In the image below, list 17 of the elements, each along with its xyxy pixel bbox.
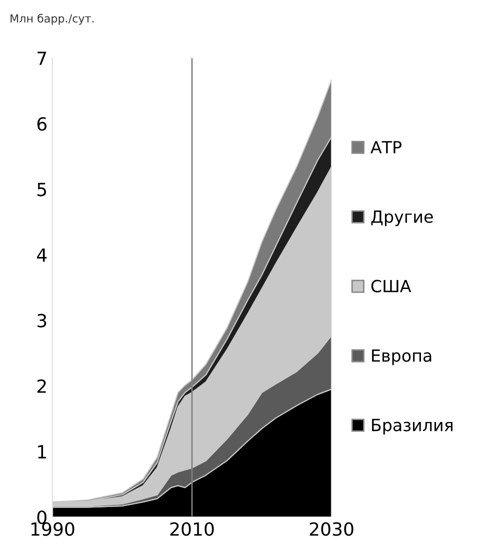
y-axis-title: Млн барр./сут.	[10, 14, 94, 25]
y-tick-label: 0	[37, 510, 46, 524]
legend-label: Европа	[372, 349, 432, 366]
legend-label: США	[371, 280, 412, 292]
legend-label: АТР	[370, 141, 402, 154]
y-tick-label: 7	[38, 52, 46, 65]
x-tick-label: 2010	[170, 522, 214, 536]
y-tick-label: 1	[38, 445, 46, 458]
legend-label: Бразилия	[372, 418, 452, 435]
y-tick-label: 5	[38, 182, 46, 196]
y-tick-label: 3	[38, 314, 46, 328]
y-tick-label: 4	[37, 248, 47, 262]
legend-label: Другие	[371, 210, 433, 226]
x-tick-label: 1990	[31, 522, 74, 536]
y-tick-label: 6	[37, 117, 46, 131]
y-tick-label: 2	[37, 379, 46, 393]
x-tick-label: 2030	[310, 522, 354, 536]
